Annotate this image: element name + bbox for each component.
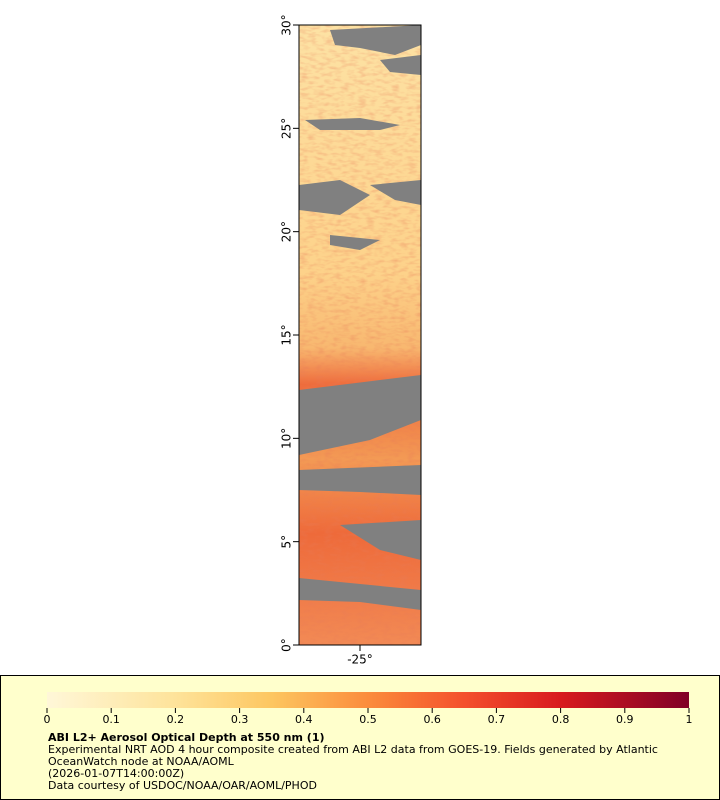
legend-title: ABI L2+ Aerosol Optical Depth at 550 nm … (48, 731, 325, 744)
y-tick-label: 15° (280, 324, 294, 345)
colorbar-tick-label: 0 (44, 713, 51, 726)
y-tick-label: 20° (280, 221, 294, 242)
aod-raster (299, 25, 421, 645)
colorbar-tick-label: 0.4 (295, 713, 313, 726)
colorbar-tick-label: 0.1 (102, 713, 120, 726)
note: Experimental NRT AOD 4 hour composite cr… (48, 743, 658, 756)
colorbar-tick-label: 0.6 (423, 713, 441, 726)
colorbar-tick-label: 0.8 (552, 713, 570, 726)
y-tick-label: 10° (280, 428, 294, 449)
colorbar-tick-label: 0.9 (616, 713, 634, 726)
colorbar-tick-label: 0.7 (488, 713, 506, 726)
y-tick-label: 0° (280, 638, 294, 652)
y-tick-label: 5° (280, 535, 294, 549)
colorbar-tick-label: 0.5 (359, 713, 377, 726)
colorbar-tick-label: 0.2 (167, 713, 185, 726)
colorbar-tick-label: 1 (686, 713, 693, 726)
y-tick-label: 25° (280, 118, 294, 139)
note: (2026-01-07T14:00:00Z) (48, 767, 185, 780)
colorbar (47, 692, 689, 708)
colorbar-tick-label: 0.3 (231, 713, 249, 726)
x-tick-label: -25° (347, 653, 373, 667)
y-tick-label: 30° (280, 14, 294, 35)
note: Data courtesy of USDOC/NOAA/OAR/AOML/PHO… (48, 779, 317, 792)
note: OceanWatch node at NOAA/AOML (48, 755, 234, 768)
